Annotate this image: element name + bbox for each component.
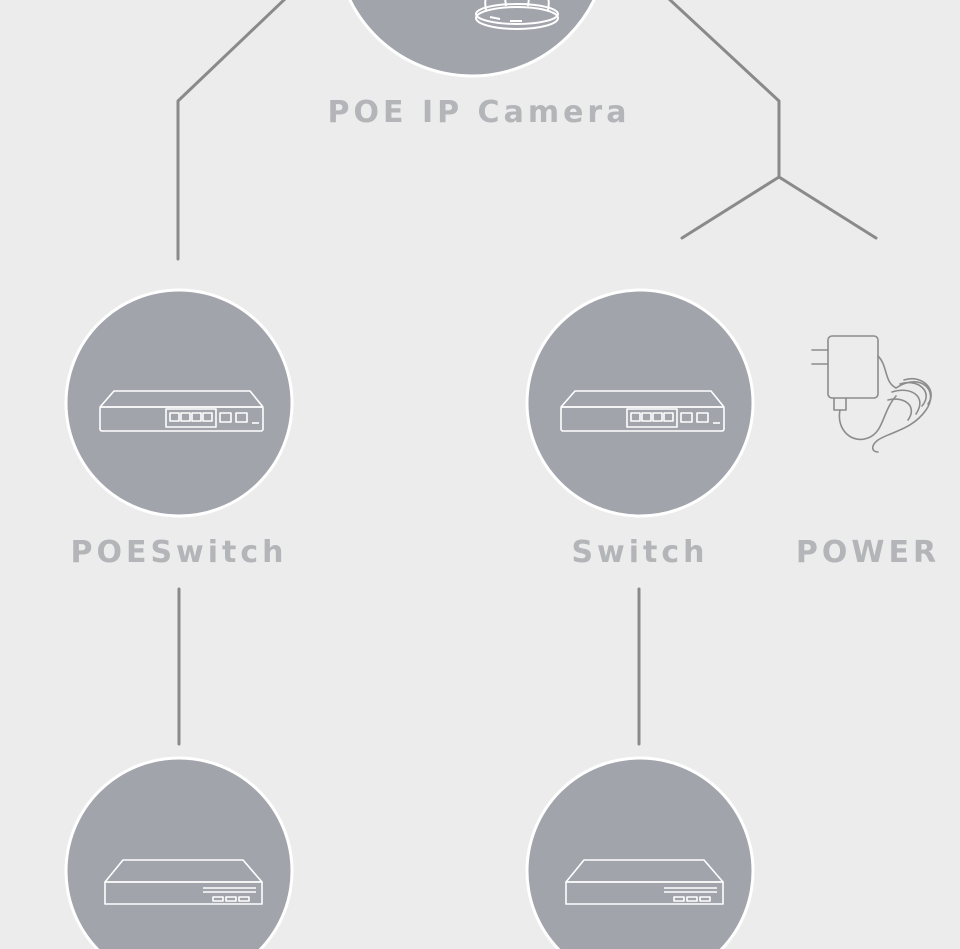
nvr-right-node	[525, 756, 755, 949]
connector-camera-poeswitch	[176, 0, 287, 261]
nvr-recorder-icon	[565, 859, 724, 905]
connector-branch-left	[680, 175, 781, 240]
camera-label: POE IP Camera	[327, 95, 631, 130]
poe-switch-node	[64, 288, 294, 518]
nvr-left-node	[64, 756, 294, 949]
nvr-recorder-icon	[104, 859, 263, 905]
switch-label: Switch	[571, 535, 709, 570]
poe-switch-label: POESwitch	[70, 535, 288, 570]
connector-branch-power	[777, 175, 878, 240]
network-switch-icon	[99, 390, 264, 432]
power-label: POWER	[795, 535, 941, 570]
network-switch-icon	[560, 390, 725, 432]
connector-camera-branch	[667, 0, 781, 179]
power-adapter-icon	[811, 335, 932, 453]
camera-node	[348, 0, 596, 78]
switch-node	[525, 288, 755, 518]
ip-camera-icon	[475, 0, 559, 30]
